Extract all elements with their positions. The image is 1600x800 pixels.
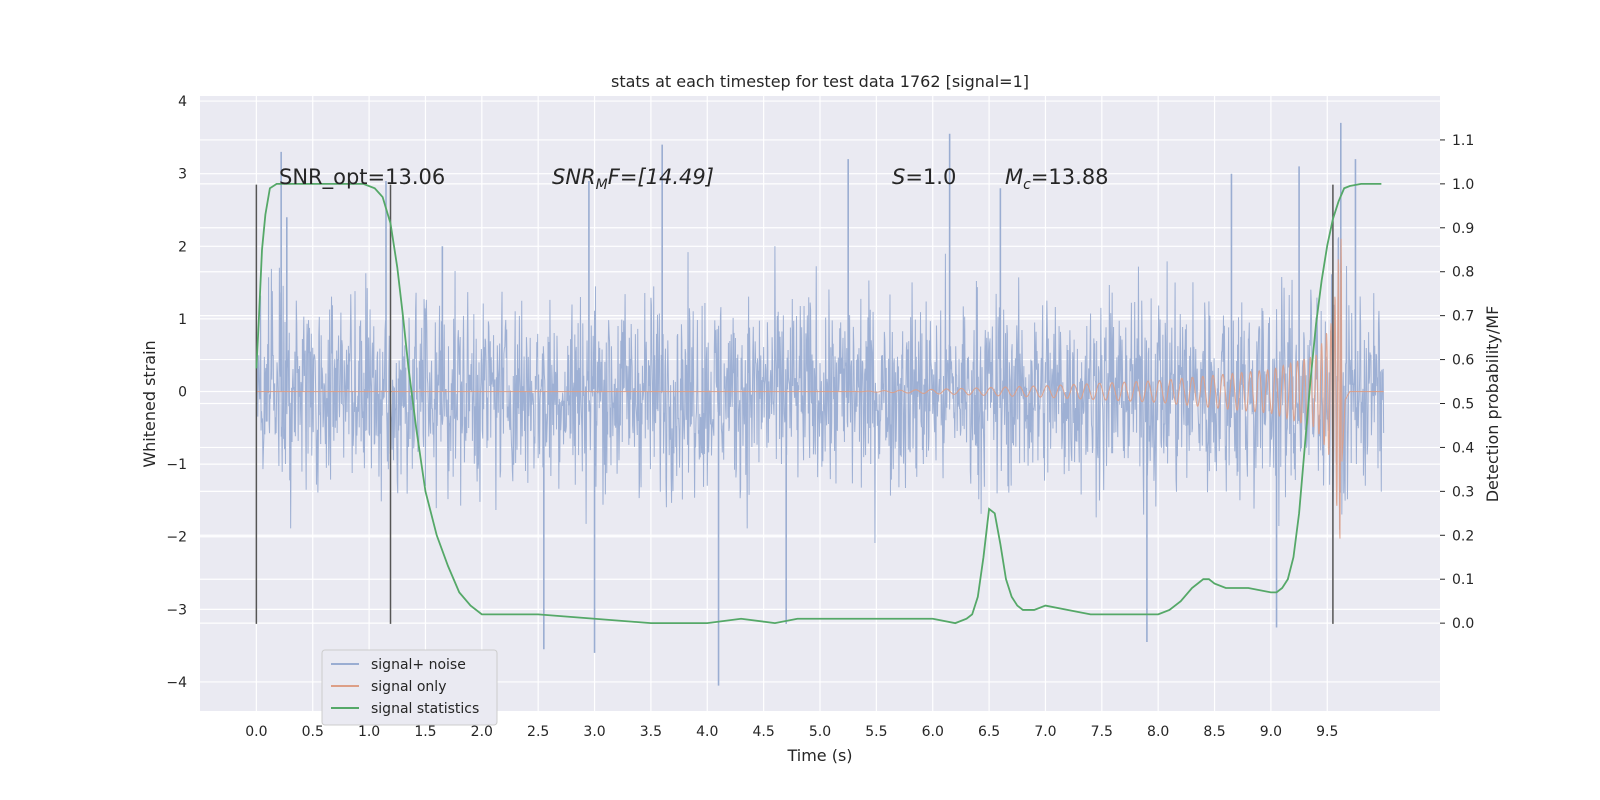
y-tick-label: −3 [166, 602, 187, 618]
x-tick-label: 1.0 [358, 724, 380, 740]
x-tick-label: 2.0 [471, 724, 493, 740]
y-tick-label: −4 [166, 675, 187, 691]
y-right-tick-label: 1.0 [1452, 177, 1474, 193]
x-tick-labels: 0.0 0.5 1.0 1.5 2.0 2.5 3.0 3.5 4.0 4.5 5.0 5.5 6.0 6… [245, 724, 1338, 740]
y-tick-label: 4 [178, 94, 187, 110]
signal-statistics-line [255, 182, 1382, 625]
y-right-tick-label: 1.1 [1452, 133, 1474, 149]
snr-opt-annotation: SNR_opt=13.06 [279, 165, 445, 190]
s-annotation: S=1.0 [892, 165, 956, 189]
x-tick-label: 4.5 [753, 724, 775, 740]
chart-title: stats at each timestep for test data 176… [611, 72, 1029, 91]
x-tick-label: 3.0 [583, 724, 605, 740]
x-tick-label: 5.5 [865, 724, 887, 740]
legend-box [321, 649, 498, 726]
mc-annotation: Mc=13.88 [1005, 165, 1109, 193]
x-tick-label: 6.0 [922, 724, 944, 740]
y-tick-label: 0 [178, 385, 187, 401]
y-right-tick-label: 0.8 [1452, 265, 1474, 281]
y-right-tick-label: 0.7 [1452, 309, 1474, 325]
y-axis-label: Whitened strain [140, 340, 159, 467]
snr-mf-sub: M [596, 177, 608, 193]
x-tick-label: 8.0 [1147, 724, 1169, 740]
x-tick-label: 6.5 [978, 724, 1000, 740]
y-tick-labels: −4 −3 −2 −1 0 1 2 3 4 [166, 94, 187, 691]
signal-statistics-series [255, 182, 1382, 625]
x-tick-label: 0.5 [302, 724, 324, 740]
legend-label-noise: signal+ noise [371, 657, 466, 673]
y-right-tick-label: 0.3 [1452, 484, 1474, 500]
mc-rest: =13.88 [1031, 165, 1109, 189]
y-tick-label: 1 [178, 312, 187, 328]
x-axis-label: Time (s) [786, 746, 852, 765]
snr-mf-rest: F=[14.49] [608, 165, 714, 189]
y-right-tick-label: 0.5 [1452, 397, 1474, 413]
y-right-tick-label: 0.0 [1452, 616, 1474, 632]
x-tick-label: 9.5 [1316, 724, 1338, 740]
signal-only-trace [256, 238, 1384, 539]
y-tick-label: −1 [166, 457, 187, 473]
y-right-tick-label: 0.4 [1452, 440, 1474, 456]
s-rest: =1.0 [905, 165, 956, 189]
x-tick-label: 0.0 [245, 724, 267, 740]
x-tick-label: 3.5 [640, 724, 662, 740]
y-tick-label: 3 [178, 167, 187, 183]
x-tick-label: 4.0 [696, 724, 718, 740]
mc-main: M [1005, 165, 1023, 189]
snr-mf-main: SNR [552, 165, 596, 189]
x-tick-label: 5.0 [809, 724, 831, 740]
vertical-markers [255, 184, 1334, 624]
legend-label-signal: signal only [371, 679, 446, 695]
x-tick-label: 9.0 [1260, 724, 1282, 740]
signal-noise-trace [255, 237, 1385, 543]
y-right-axis-label: Detection probability/MF [1483, 306, 1502, 503]
y-tick-label: 2 [178, 239, 187, 255]
x-tick-label: 7.0 [1034, 724, 1056, 740]
legend-label-stats: signal statistics [371, 701, 479, 717]
x-tick-label: 7.5 [1091, 724, 1113, 740]
x-tick-label: 2.5 [527, 724, 549, 740]
x-tick-label: 1.5 [414, 724, 436, 740]
signal-only-series [256, 238, 1384, 539]
y-right-tick-labels: 0.0 0.1 0.2 0.3 0.4 0.5 0.6 0.7 0.8 0.9 1.0 1.1 [1440, 133, 1474, 632]
snr-mf-annotation: SNRMF=[14.49] [552, 165, 714, 193]
y-right-tick-label: 0.2 [1452, 528, 1474, 544]
x-tick-label: 8.5 [1203, 724, 1225, 740]
legend: signal+ noise signal only signal statist… [321, 649, 498, 726]
y-right-tick-label: 0.1 [1452, 572, 1474, 588]
y-right-tick-label: 0.6 [1452, 353, 1474, 369]
s-main: S [892, 165, 905, 189]
y-right-tick-label: 0.9 [1452, 221, 1474, 237]
y-tick-label: −2 [166, 530, 187, 546]
mc-sub: c [1023, 177, 1031, 193]
